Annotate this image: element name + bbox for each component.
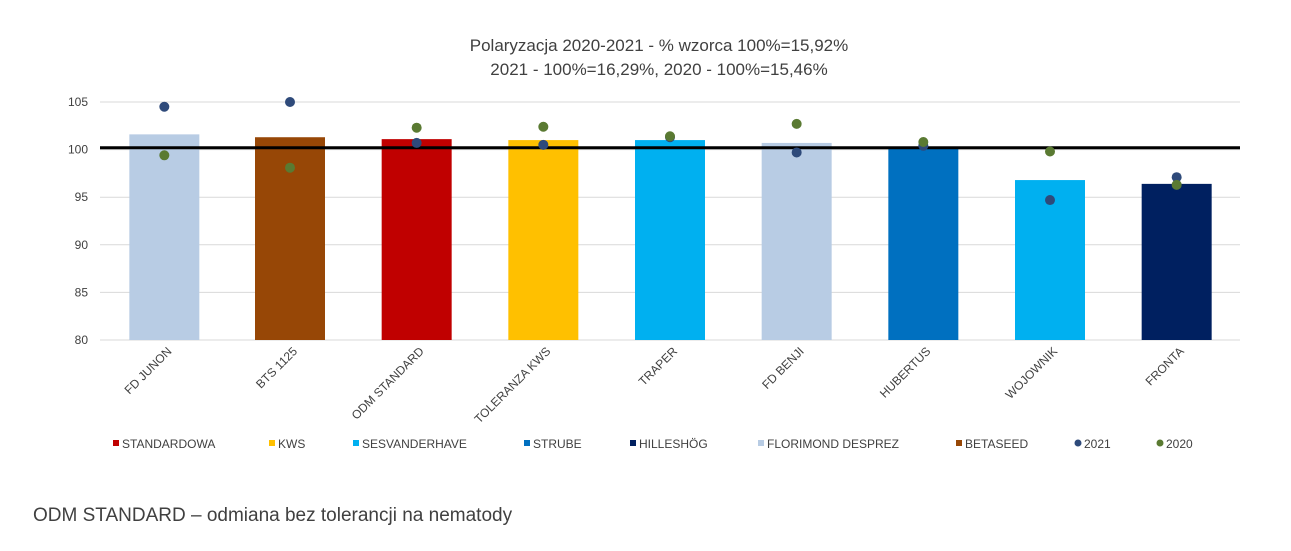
point-2020: [159, 150, 170, 161]
legend-swatch: [269, 440, 275, 446]
bar: [381, 139, 452, 340]
category-label: TRAPER: [636, 344, 681, 389]
legend-swatch: [758, 440, 764, 446]
y-tick-label: 80: [75, 333, 89, 347]
chart-title-line: 2021 - 100%=16,29%, 2020 - 100%=15,46%: [490, 60, 827, 79]
point-2021: [285, 97, 295, 107]
legend-swatch: [630, 440, 636, 446]
category-label: HUBERTUS: [877, 344, 933, 400]
footnote: ODM STANDARD – odmiana bez tolerancji na…: [33, 505, 513, 526]
legend-swatch: [353, 440, 359, 446]
category-label: FD BENJI: [759, 344, 807, 392]
category-label: WOJOWNIK: [1003, 344, 1061, 402]
legend-label: STRUBE: [533, 437, 582, 451]
bar: [1015, 180, 1085, 340]
bar: [888, 146, 959, 340]
point-2020: [1171, 179, 1182, 190]
point-2020: [411, 122, 422, 133]
category-label: ODM STANDARD: [349, 344, 427, 422]
legend-swatch: [113, 440, 119, 446]
bar: [1141, 183, 1212, 340]
legend-swatch: [956, 440, 962, 446]
y-tick-label: 85: [75, 285, 89, 299]
point-2020: [538, 121, 549, 132]
point-2021: [791, 147, 802, 158]
point-2021: [411, 137, 422, 148]
y-tick-label: 90: [75, 238, 89, 252]
y-tick-label: 95: [75, 190, 89, 204]
category-label: BTS 1125: [253, 344, 300, 391]
legend-label: BETASEED: [965, 437, 1028, 451]
bar: [761, 142, 832, 340]
y-tick-label: 105: [68, 95, 88, 109]
legend-marker: [1074, 439, 1082, 447]
legend-label: 2021: [1084, 437, 1111, 451]
legend-label: SESVANDERHAVE: [362, 437, 467, 451]
y-tick-label: 100: [68, 143, 88, 157]
chart-title-line: Polaryzacja 2020-2021 - % wzorca 100%=15…: [470, 36, 848, 55]
bar: [129, 134, 200, 340]
point-2020: [1045, 146, 1055, 157]
point-2020: [285, 162, 295, 173]
category-label: FD JUNON: [122, 344, 175, 397]
legend-label: HILLESHÖG: [639, 437, 708, 451]
legend-label: FLORIMOND DESPREZ: [767, 437, 899, 451]
point-2021: [1045, 195, 1055, 206]
bar: [508, 140, 579, 340]
category-label: FRONTA: [1143, 344, 1187, 388]
point-2020: [918, 136, 929, 147]
point-2021: [538, 139, 549, 150]
point-2020: [665, 131, 675, 142]
legend-swatch: [524, 440, 530, 446]
point-2021: [1171, 172, 1182, 183]
bar: [635, 140, 705, 340]
legend-marker: [1156, 439, 1164, 447]
point-2021: [159, 101, 170, 112]
chart: Polaryzacja 2020-2021 - % wzorca 100%=15…: [68, 36, 1240, 451]
legend-label: KWS: [278, 437, 305, 451]
legend-label: STANDARDOWA: [122, 437, 215, 451]
point-2020: [791, 118, 802, 129]
category-label: TOLERANZA KWS: [472, 344, 554, 426]
legend-label: 2020: [1166, 437, 1193, 451]
